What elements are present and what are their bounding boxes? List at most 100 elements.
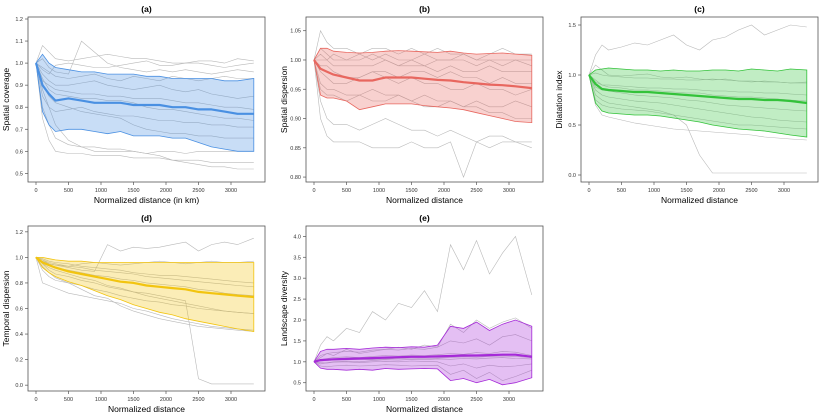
individual-line-9 — [588, 64, 807, 84]
individual-line-7 — [35, 257, 254, 284]
x-tick-label: 1000 — [648, 188, 660, 194]
y-tick-label: 0.85 — [290, 146, 301, 152]
y-tick-label: 1.0 — [293, 360, 301, 366]
individual-line-3 — [35, 62, 254, 110]
y-tick-label: 1.1 — [15, 39, 23, 45]
x-axis-label: Normalized distance — [386, 404, 463, 414]
x-tick-label: 2500 — [470, 188, 482, 194]
individual-line-5 — [313, 29, 532, 61]
panel-e: 0 500 1000 1500 2000 2500 3000 0.5 1.0 1.5 2.0 2.5 3… — [279, 213, 544, 414]
plot-area — [588, 24, 808, 174]
x-tick-label: 1000 — [95, 397, 107, 403]
individual-line-6 — [35, 257, 254, 314]
x-tick-label: 1000 — [95, 188, 107, 194]
y-tick-label: 1.2 — [15, 17, 23, 23]
individual-line-3 — [588, 74, 807, 102]
individual-line-9 — [35, 257, 254, 331]
x-tick-label: 2000 — [160, 397, 172, 403]
individual-line-1 — [588, 24, 807, 76]
mean-line — [588, 74, 807, 105]
y-tick-label: 0.8 — [15, 105, 23, 111]
y-tick-label: 0.6 — [15, 307, 23, 313]
individual-line-5 — [588, 72, 807, 84]
individual-line-11 — [35, 63, 254, 170]
individual-line-3 — [35, 237, 254, 272]
individual-line-5 — [313, 361, 532, 381]
confidence-band — [588, 67, 808, 138]
x-tick-label: 500 — [342, 188, 351, 194]
x-tick-label: 1500 — [127, 188, 139, 194]
y-axis-label: Spatial dispersion — [279, 66, 289, 133]
individual-line-8 — [35, 257, 254, 314]
y-tick-label: 1.00 — [290, 58, 301, 64]
individual-line-3 — [313, 357, 532, 365]
confidence-band — [313, 47, 533, 124]
panel-title: (b) — [419, 4, 430, 14]
x-tick-label: 2500 — [745, 188, 757, 194]
x-tick-label: 1000 — [373, 188, 385, 194]
individual-line-7 — [588, 74, 807, 96]
panel-title: (c) — [694, 4, 705, 14]
x-axis-label: Normalized distance — [386, 195, 463, 205]
x-tick-label: 2500 — [192, 397, 204, 403]
individual-line-10 — [35, 60, 254, 75]
y-tick-label: 2.0 — [293, 318, 301, 324]
y-tick-label: 1.5 — [293, 339, 301, 345]
y-tick-label: 0.5 — [293, 381, 301, 387]
panel-c: 0 500 1000 1500 2000 2500 3000 0.0 0.5 1.0 1.5 (c) N… — [554, 4, 819, 205]
x-axis-label: Normalized distance — [108, 404, 185, 414]
y-tick-label: 0.9 — [15, 83, 23, 89]
plot-area — [313, 235, 533, 386]
individual-line-4 — [35, 257, 254, 332]
y-tick-label: 0.5 — [15, 171, 23, 177]
x-tick-label: 1500 — [405, 188, 417, 194]
x-tick-label: 3000 — [503, 188, 515, 194]
y-axis-label: Dilatation index — [554, 70, 564, 129]
plot-frame — [305, 16, 544, 183]
y-tick-label: 1.0 — [15, 255, 23, 261]
x-tick-label: 1000 — [373, 397, 385, 403]
individual-line-4 — [35, 44, 254, 64]
y-tick-label: 0.8 — [15, 281, 23, 287]
x-tick-label: 2500 — [192, 188, 204, 194]
plot-area — [313, 29, 533, 178]
y-tick-label: 0.7 — [15, 127, 23, 133]
y-tick-label: 1.2 — [15, 230, 23, 236]
x-tick-label: 3000 — [225, 397, 237, 403]
x-tick-label: 2000 — [438, 397, 450, 403]
individual-line-8 — [314, 59, 532, 73]
individual-line-8 — [35, 40, 254, 75]
x-tick-label: 500 — [64, 188, 73, 194]
individual-line-7 — [313, 59, 532, 149]
individual-line-8 — [313, 360, 532, 369]
confidence-band — [313, 319, 533, 386]
y-tick-label: 1.5 — [568, 23, 576, 29]
y-tick-label: 0.2 — [15, 358, 23, 364]
x-tick-label: 500 — [64, 397, 73, 403]
x-tick-label: 1500 — [127, 397, 139, 403]
plot-frame — [305, 225, 544, 392]
panel-a: 0 500 1000 1500 2000 2500 3000 0.5 0.6 0.7 0.8 0.9 1… — [1, 4, 266, 205]
mean-line — [313, 353, 532, 363]
x-tick-label: 0 — [587, 188, 590, 194]
y-tick-label: 0.0 — [15, 383, 23, 389]
plot-area — [35, 237, 255, 385]
individual-line-12 — [35, 62, 254, 121]
y-axis-label: Spatial coverage — [1, 68, 11, 132]
x-tick-label: 2000 — [438, 188, 450, 194]
y-tick-label: 3.0 — [293, 276, 301, 282]
panel-title: (e) — [419, 213, 430, 223]
y-tick-label: 4.0 — [293, 234, 301, 240]
x-tick-label: 3000 — [778, 188, 790, 194]
y-tick-label: 1.0 — [15, 61, 23, 67]
x-tick-label: 3000 — [225, 188, 237, 194]
individual-line-10 — [35, 257, 254, 288]
y-tick-label: 2.5 — [293, 297, 301, 303]
y-tick-label: 0.95 — [290, 87, 301, 93]
panel-b: 0 500 1000 1500 2000 2500 3000 0.80 0.85 0.90 0.95… — [279, 4, 544, 205]
individual-line-2 — [313, 317, 532, 363]
x-tick-label: 2000 — [713, 188, 725, 194]
y-axis-label: Temporal dispersion — [1, 270, 11, 346]
individual-line-8 — [588, 74, 807, 130]
